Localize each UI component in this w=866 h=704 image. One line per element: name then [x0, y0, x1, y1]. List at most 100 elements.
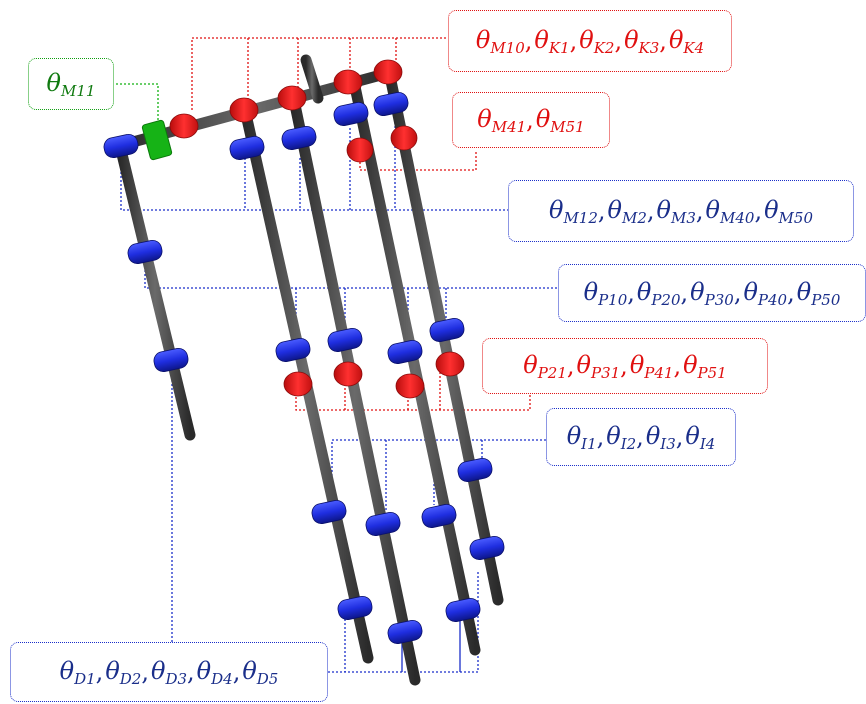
theta-subscript: M40 [720, 208, 755, 227]
joints-red-mid [283, 351, 465, 399]
theta-subscript: I1 [581, 434, 597, 453]
theta-symbol: θ [579, 25, 594, 54]
joint-p30 [327, 327, 363, 353]
theta-symbol: θ [583, 277, 599, 306]
joint-thumb-d [153, 347, 189, 373]
comma-separator: , [614, 27, 623, 55]
leader-mk [191, 37, 448, 110]
leader-m11 [112, 83, 159, 122]
bone-finger-3 [348, 76, 481, 656]
comma-separator: , [187, 658, 195, 686]
theta-term: θP41 [630, 351, 674, 382]
theta-subscript: P31 [590, 363, 621, 382]
theta-subscript: K1 [548, 38, 570, 57]
joint-i5 [469, 535, 505, 561]
comma-separator: , [675, 423, 684, 451]
comma-separator: , [597, 197, 606, 225]
bone-finger-2 [288, 94, 421, 686]
theta-term: θP20 [637, 278, 681, 309]
theta-term: θP21 [523, 351, 567, 382]
joint-d2 [337, 595, 373, 621]
theta-term: θM12 [549, 196, 598, 227]
label-theta-m12: θM12, θM2, θM3, θM40, θM50 [508, 180, 854, 242]
joint-m12 [103, 133, 139, 159]
theta-symbol: θ [690, 277, 705, 306]
theta-symbol: θ [606, 421, 621, 450]
joint-p40 [387, 339, 423, 365]
theta-subscript: P30 [704, 290, 734, 309]
theta-symbol: θ [549, 195, 564, 224]
theta-term: θP50 [797, 278, 841, 309]
joint-p31 [333, 361, 363, 387]
theta-subscript: P41 [644, 363, 674, 382]
theta-symbol: θ [624, 25, 639, 54]
theta-term: θI4 [685, 422, 715, 453]
theta-subscript: P20 [651, 290, 681, 309]
theta-term: θM40 [706, 196, 755, 227]
theta-symbol: θ [534, 25, 549, 54]
theta-subscript: D1 [74, 669, 96, 688]
label-theta-m41-m51: θM41, θM51 [452, 92, 610, 148]
theta-subscript: I3 [660, 434, 676, 453]
theta-term: θM3 [657, 196, 696, 227]
joint-m11-green [141, 119, 173, 161]
bone-thumb [114, 140, 196, 441]
theta-term: θK1 [534, 26, 569, 57]
bone-palm-post [300, 54, 324, 104]
comma-separator: , [787, 279, 795, 307]
comma-separator: , [659, 27, 667, 55]
theta-symbol: θ [576, 350, 591, 379]
comma-separator: , [596, 423, 605, 451]
theta-term: θD4 [197, 657, 233, 688]
theta-term: θK2 [579, 26, 614, 57]
comma-separator: , [526, 106, 534, 134]
theta-symbol: θ [242, 656, 257, 685]
theta-term: θP40 [743, 278, 787, 309]
theta-term: θM41 [477, 105, 526, 136]
theta-subscript: I2 [620, 434, 637, 453]
comma-separator: , [232, 658, 241, 686]
theta-subscript: I4 [699, 434, 716, 453]
joint-k4 [373, 59, 403, 85]
joint-p20 [275, 337, 311, 363]
theta-subscript: M3 [671, 208, 696, 227]
theta-symbol: θ [705, 195, 720, 224]
leader-p21 [295, 385, 531, 411]
theta-term: θM2 [608, 196, 647, 227]
theta-subscript: M12 [563, 208, 598, 227]
theta-subscript: D5 [256, 669, 279, 688]
leader-d-base [328, 570, 479, 673]
comma-separator: , [566, 352, 575, 380]
joint-k2 [277, 85, 307, 111]
joint-p21 [283, 371, 313, 397]
theta-subscript: P10 [598, 290, 628, 309]
theta-term: θM51 [536, 105, 585, 136]
theta-term: θP51 [683, 351, 727, 382]
comma-separator: , [754, 197, 763, 225]
theta-symbol: θ [535, 104, 551, 133]
label-theta-d: θD1, θD2, θD3, θD4, θD5 [10, 642, 328, 702]
comma-separator: , [141, 658, 149, 686]
joint-m3 [281, 125, 317, 151]
theta-term: θI3 [646, 422, 676, 453]
joint-p51 [435, 351, 465, 377]
joints-red-top [169, 59, 418, 163]
theta-symbol: θ [683, 350, 698, 379]
joint-k1 [229, 97, 259, 123]
theta-subscript: P50 [811, 290, 841, 309]
theta-term: θD5 [242, 657, 278, 688]
joint-d3 [387, 619, 423, 645]
label-theta-m11: θM11 [28, 58, 114, 110]
theta-symbol: θ [645, 421, 661, 450]
theta-term: θI2 [606, 422, 636, 453]
theta-term: θM50 [764, 196, 813, 227]
theta-subscript: K3 [638, 38, 660, 57]
comma-separator: , [695, 197, 704, 225]
comma-separator: , [524, 27, 533, 55]
theta-subscript: M41 [491, 117, 527, 136]
theta-subscript: M51 [550, 117, 585, 136]
comma-separator: , [673, 352, 682, 380]
theta-symbol: θ [105, 656, 120, 685]
theta-subscript: D2 [119, 669, 142, 688]
